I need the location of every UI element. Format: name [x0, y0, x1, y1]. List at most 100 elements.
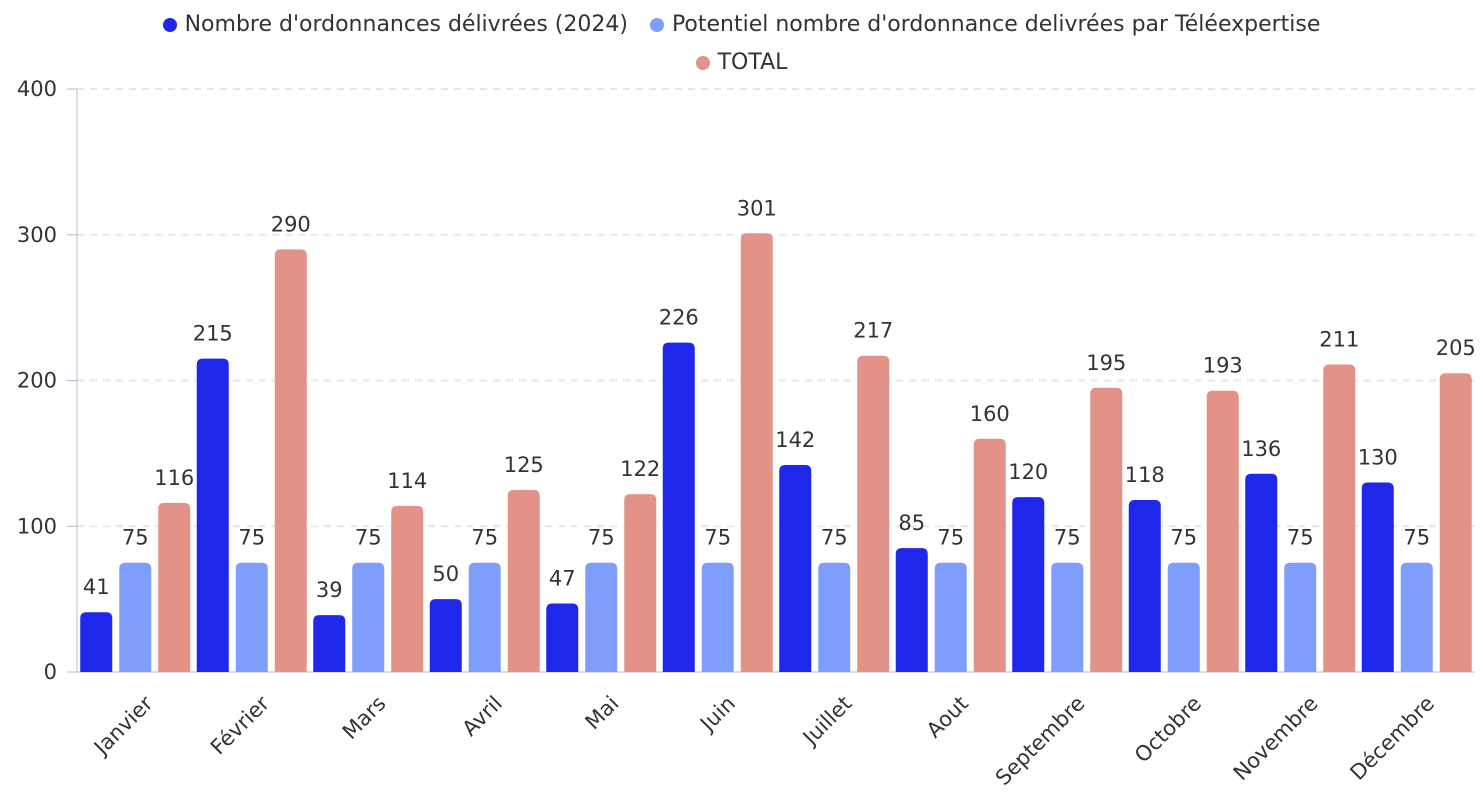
bar-series-1-octobre[interactable]	[1128, 500, 1161, 672]
x-tick-label: Mai	[581, 691, 624, 734]
data-label: 125	[504, 453, 544, 477]
bar-series-1-novembre[interactable]	[1245, 473, 1278, 672]
legend: Nombre d'ordonnances délivrées (2024) Po…	[0, 6, 1483, 82]
bar-series-3-septembre[interactable]	[1090, 387, 1123, 672]
data-label: 142	[775, 428, 815, 452]
bar-series-1-janvier[interactable]	[80, 612, 113, 672]
x-tick-label: Novembre	[1229, 691, 1323, 785]
x-tick-label: Octobre	[1130, 691, 1206, 767]
data-label: 85	[898, 511, 925, 535]
bar-series-3-novembre[interactable]	[1323, 364, 1356, 672]
legend-dot-series-3	[695, 56, 710, 70]
bar-series-2-décembre[interactable]	[1400, 562, 1433, 672]
bar-series-2-mai[interactable]	[585, 562, 618, 672]
bar-series-1-aout[interactable]	[895, 548, 928, 672]
data-label: 290	[271, 212, 311, 236]
legend-dot-series-2	[649, 18, 664, 32]
y-tick-labels: 0 100 200 300 400	[17, 77, 57, 684]
bar-series-3-février[interactable]	[274, 249, 307, 672]
bar-series-3-janvier[interactable]	[158, 502, 191, 672]
bar-series-3-aout[interactable]	[973, 438, 1006, 672]
data-label: 75	[588, 526, 615, 550]
data-labels: 41 75 116 215 75 290 39 75 114 50 75 125 47 75 122 226 7…	[83, 196, 1476, 602]
y-tick-label: 100	[17, 514, 57, 538]
bar-series-3-octobre[interactable]	[1206, 390, 1239, 672]
data-label: 136	[1241, 437, 1281, 461]
bar-series-1-mai[interactable]	[546, 603, 579, 672]
bar-series-3-mai[interactable]	[624, 494, 657, 672]
x-tick-label: Septembre	[991, 691, 1090, 790]
axes	[67, 88, 1475, 673]
data-label: 75	[238, 526, 265, 550]
data-label: 211	[1319, 327, 1359, 351]
x-tick-labels: Janvier Février Mars Avril Mai Juin Juillet Aou…	[88, 691, 1439, 790]
data-label: 75	[355, 526, 382, 550]
data-label: 217	[853, 319, 893, 343]
y-tick-label: 0	[44, 660, 57, 684]
data-label: 215	[193, 322, 233, 346]
data-label: 130	[1358, 446, 1398, 470]
legend-item-series-3[interactable]: TOTAL	[695, 44, 788, 82]
x-tick-label: Mars	[338, 691, 391, 744]
bar-series-1-juin[interactable]	[662, 342, 695, 672]
x-tick-label: Janvier	[88, 691, 158, 761]
bar-series-1-avril[interactable]	[429, 599, 462, 672]
data-label: 75	[122, 526, 149, 550]
data-label: 122	[620, 457, 660, 481]
bar-series-1-décembre[interactable]	[1361, 482, 1394, 672]
bar-series-2-janvier[interactable]	[119, 562, 152, 672]
legend-dot-series-1	[162, 18, 177, 32]
data-label: 75	[1054, 526, 1081, 550]
bar-series-1-mars[interactable]	[313, 615, 346, 672]
bar-series-1-février[interactable]	[196, 358, 229, 672]
data-label: 75	[1287, 526, 1314, 550]
data-label: 75	[471, 526, 498, 550]
bar-series-2-mars[interactable]	[352, 562, 385, 672]
bar-series-2-juillet[interactable]	[818, 562, 851, 672]
legend-label-series-3: TOTAL	[717, 50, 788, 75]
data-label: 301	[737, 196, 777, 220]
bar-series-2-avril[interactable]	[468, 562, 501, 672]
bar-series-3-mars[interactable]	[391, 505, 424, 672]
bar-series-2-aout[interactable]	[934, 562, 967, 672]
bar-series-2-juin[interactable]	[701, 562, 734, 672]
data-label: 195	[1086, 351, 1126, 375]
data-label: 75	[1170, 526, 1197, 550]
data-label: 205	[1436, 336, 1476, 360]
bars	[80, 233, 1472, 673]
bar-series-3-juillet[interactable]	[857, 355, 890, 672]
x-tick-label: Juin	[694, 691, 740, 737]
x-tick-label: Avril	[458, 691, 507, 740]
x-tick-label: Aout	[922, 691, 973, 742]
legend-label-series-1: Nombre d'ordonnances délivrées (2024)	[184, 12, 628, 37]
y-tick-label: 200	[17, 369, 57, 393]
bar-series-3-décembre[interactable]	[1439, 373, 1472, 672]
data-label: 47	[549, 566, 576, 590]
legend-item-series-1[interactable]: Nombre d'ordonnances délivrées (2024)	[162, 6, 628, 44]
bar-series-2-octobre[interactable]	[1167, 562, 1200, 672]
x-tick-label: Décembre	[1345, 691, 1439, 785]
data-label: 75	[821, 526, 848, 550]
legend-label-series-2: Potentiel nombre d'ordonnance delivrées …	[671, 12, 1321, 37]
y-tick-label: 400	[17, 77, 57, 101]
data-label: 193	[1203, 354, 1243, 378]
legend-row-1: Nombre d'ordonnances délivrées (2024) Po…	[0, 6, 1483, 44]
data-label: 118	[1125, 463, 1165, 487]
bar-series-3-avril[interactable]	[507, 489, 540, 672]
bar-series-1-juillet[interactable]	[779, 465, 812, 672]
data-label: 75	[1403, 526, 1430, 550]
data-label: 116	[154, 466, 194, 490]
bar-series-2-novembre[interactable]	[1284, 562, 1317, 672]
bar-series-1-septembre[interactable]	[1012, 497, 1045, 672]
bar-series-2-février[interactable]	[235, 562, 268, 672]
data-label: 75	[704, 526, 731, 550]
data-label: 75	[937, 526, 964, 550]
y-tick-label: 300	[17, 223, 57, 247]
bar-series-3-juin[interactable]	[740, 233, 773, 673]
data-label: 50	[432, 562, 459, 586]
data-label: 120	[1008, 460, 1048, 484]
x-tick-label: Juillet	[797, 691, 857, 751]
bar-series-2-septembre[interactable]	[1051, 562, 1084, 672]
legend-item-series-2[interactable]: Potentiel nombre d'ordonnance delivrées …	[649, 6, 1321, 44]
data-label: 160	[970, 402, 1010, 426]
